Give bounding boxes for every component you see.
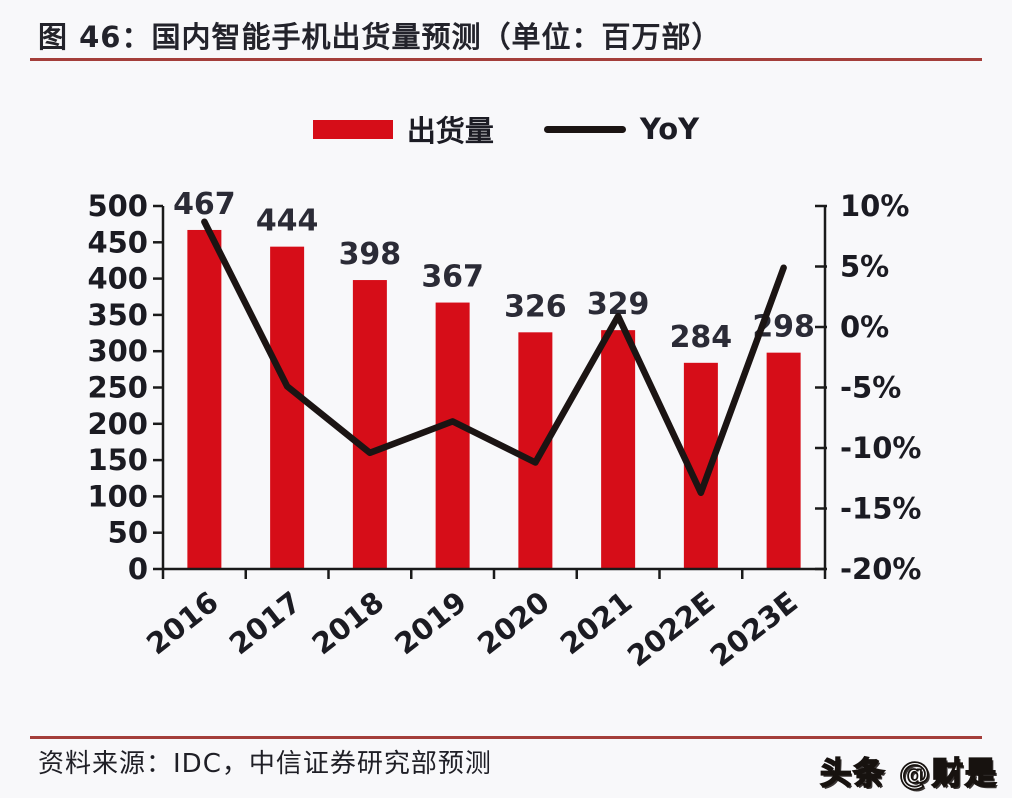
bar-2018 [352,280,387,569]
x-axis-label-2022E: 2022E [621,585,721,674]
bar-value-label-2019: 367 [421,260,484,295]
chart-legend: 出货量 YoY [0,108,1012,150]
bar-2019 [435,302,470,569]
left-axis-label-200: 200 [87,407,148,441]
title-rule [30,58,982,61]
legend-bar-label: 出货量 [406,114,494,148]
x-axis-label-2016: 2016 [140,585,225,661]
bar-value-label-2018: 398 [339,237,402,272]
bar-value-label-2017: 444 [256,204,319,239]
source-text: 资料来源：IDC，中信证券研究部预测 [38,749,492,779]
legend-line-swatch [543,125,626,133]
left-axis-label-150: 150 [87,443,148,477]
left-axis-label-0: 0 [128,552,148,586]
bar-value-label-2016: 467 [173,187,236,222]
left-axis-label-500: 500 [87,189,148,223]
left-axis-label-100: 100 [87,479,148,513]
bar-2021 [601,330,636,569]
bar-2023E [766,352,801,569]
left-axis-label-400: 400 [87,262,148,296]
right-axis-label--15%: -15% [840,492,921,526]
bar-2016 [187,229,222,569]
legend-bar-swatch [312,119,393,139]
legend-line-label: YoY [639,112,700,146]
x-axis-label-2017: 2017 [223,585,308,661]
right-axis-label-10%: 10% [840,189,909,223]
x-axis-label-2019: 2019 [388,585,473,661]
left-axis-label-300: 300 [87,334,148,368]
right-axis-label--5%: -5% [840,371,901,405]
left-axis-label-50: 50 [108,516,148,550]
bar-2020 [518,332,553,569]
x-axis-label-2020: 2020 [471,585,556,661]
left-axis-label-350: 350 [87,298,148,332]
watermark: 头条 @财是 [819,755,998,793]
bar-value-label-2022E: 284 [670,320,733,355]
x-axis-label-2023E: 2023E [704,585,804,674]
right-axis-label-5%: 5% [840,250,889,284]
yoy-line [201,218,787,497]
right-axis-label--20%: -20% [840,552,921,586]
right-axis-label--10%: -10% [840,431,921,465]
left-axis-label-450: 450 [87,225,148,259]
bar-value-label-2020: 326 [504,289,567,324]
figure-title: 图 46：国内智能手机出货量预测（单位：百万部） [38,20,722,54]
source-rule [30,736,982,739]
bar-2017 [270,246,305,569]
x-axis-label-2018: 2018 [306,585,391,661]
left-axis-label-250: 250 [87,371,148,405]
right-axis-label-0%: 0% [840,310,889,344]
